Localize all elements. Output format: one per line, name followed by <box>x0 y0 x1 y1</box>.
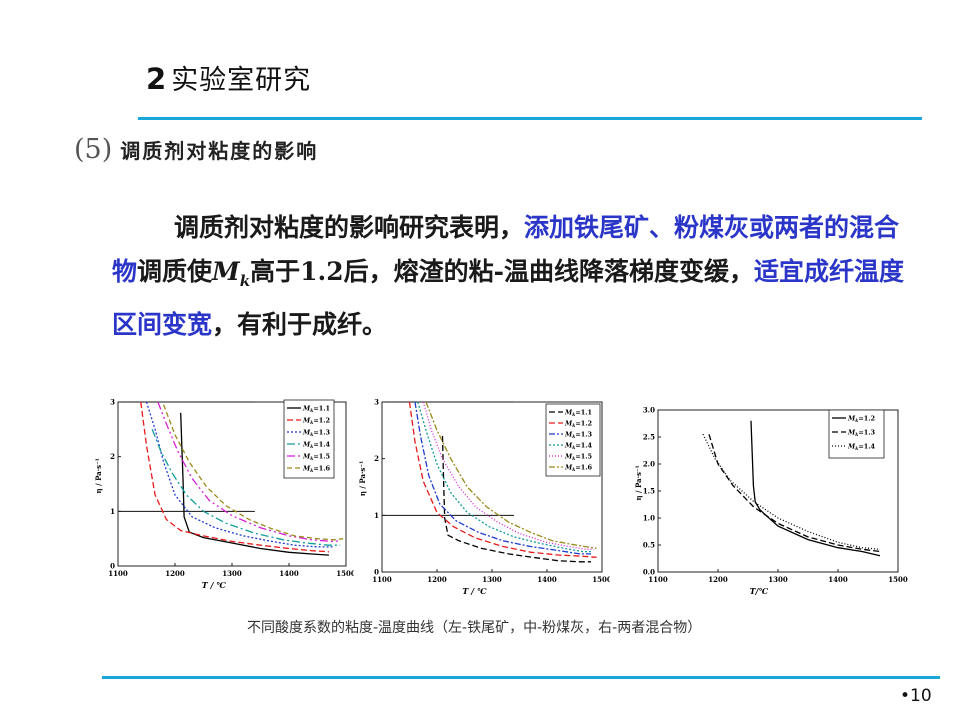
para-highlight-1: 添加铁尾矿、粉煤灰或两者的混合物 <box>112 213 900 286</box>
x-tick-label: 1200 <box>165 569 185 578</box>
y-tick-label: 2.5 <box>643 433 655 442</box>
legend-label: Mk=1.5 <box>302 453 331 463</box>
legend-label: Mk=1.2 <box>302 417 330 427</box>
chart-right-svg: 1100 1200 1300 1400 1500 0.0 0.5 1.0 1.5 2.0 2.5 3.… <box>634 406 908 597</box>
y-tick-label: 1 <box>110 507 115 516</box>
legend-label: Mk=1.6 <box>564 464 593 474</box>
series-line <box>408 401 597 558</box>
legend-label: Mk=1.4 <box>302 441 331 451</box>
y-tick-label: 1 <box>374 511 379 520</box>
legend-label: Mk=1.5 <box>564 453 593 463</box>
title-divider <box>138 117 922 120</box>
y-axis-label: η / Pa·s⁻¹ <box>94 458 103 493</box>
y-axis-label: η / Pa·s⁻¹ <box>634 465 643 500</box>
y-tick-label: 3 <box>110 398 115 407</box>
legend-label: Mk=1.2 <box>564 420 592 430</box>
y-tick-label: 3 <box>374 398 379 407</box>
series-line <box>441 435 591 563</box>
legend-label: Mk=1.3 <box>847 429 876 439</box>
series-line <box>162 404 344 541</box>
legend-label: Mk=1.1 <box>302 405 330 415</box>
mk-main: M <box>212 257 240 286</box>
x-axis-label: T / ℃ <box>462 586 486 596</box>
legend-label: Mk=1.2 <box>847 415 875 425</box>
legend-box <box>545 403 601 477</box>
figure-caption: 不同酸度系数的粘度-温度曲线（左-铁尾矿，中-粉煤灰，右-两者混合物） <box>247 620 702 636</box>
x-tick-label: 1500 <box>336 569 354 578</box>
x-tick-label: 1100 <box>648 575 668 584</box>
series-line <box>151 429 341 546</box>
para-part-6: ，有利于成纤。 <box>212 310 388 339</box>
page-number: •10 <box>900 686 932 706</box>
y-tick-label: 0 <box>374 568 379 577</box>
y-tick-label: 1.5 <box>643 487 655 496</box>
legend-label: Mk=1.1 <box>564 409 592 419</box>
chart-middle-svg: 1100 1200 1300 1400 1500 0 1 2 3 T / ℃ η / Pa·s⁻¹ M… <box>358 398 610 597</box>
x-tick-label: 1500 <box>888 575 908 584</box>
x-tick-label: 1400 <box>537 575 557 584</box>
y-tick-label: 2 <box>110 452 115 461</box>
y-tick-label: 0 <box>110 562 115 571</box>
x-tick-label: 1300 <box>482 575 502 584</box>
x-tick-label: 1100 <box>372 575 392 584</box>
legend-label: Mk=1.3 <box>564 431 593 441</box>
x-tick-label: 1400 <box>279 569 299 578</box>
series-line <box>414 401 591 555</box>
chart-right: 1100 1200 1300 1400 1500 0.0 0.5 1.0 1.5 2.0 2.5 3.… <box>624 400 912 600</box>
chart-left: 1100 1200 1300 1400 1500 0 1 2 3 T / ℃ η / Pa·s⁻¹ M… <box>86 392 354 600</box>
legend-label: Mk=1.4 <box>847 443 876 453</box>
body-paragraph: 调质剂对粘度的影响研究表明，添加铁尾矿、粉煤灰或两者的混合物调质使Mk高于1.2… <box>112 206 912 347</box>
mk-symbol: Mk <box>212 257 250 290</box>
y-tick-label: 1.0 <box>643 514 655 523</box>
y-axis-label: η / Pa·s⁻¹ <box>358 461 367 496</box>
series-line <box>750 420 881 557</box>
subheading: (5) 调质剂对粘度的影响 <box>74 134 318 165</box>
footer-divider <box>102 676 940 679</box>
slide-title: 2 实验室研究 <box>146 58 311 97</box>
chart-left-svg: 1100 1200 1300 1400 1500 0 1 2 3 T / ℃ η / Pa·s⁻¹ M… <box>94 398 354 591</box>
legend-label: Mk=1.6 <box>302 465 331 475</box>
chart-middle: 1100 1200 1300 1400 1500 0 1 2 3 T / ℃ η / Pa·s⁻¹ M… <box>356 396 610 596</box>
legend-label: Mk=1.4 <box>564 442 593 452</box>
para-part-4: 高于1.2后，熔渣的粘-温曲线降落梯度变缓， <box>250 257 754 286</box>
y-tick-label: 3.0 <box>643 406 655 415</box>
y-tick-label: 2 <box>374 454 379 463</box>
subheading-text: 调质剂对粘度的影响 <box>120 139 319 163</box>
y-tick-label: 0.5 <box>643 541 655 550</box>
title-text: 实验室研究 <box>171 65 312 96</box>
x-tick-label: 1500 <box>592 575 610 584</box>
series-line <box>417 401 591 553</box>
y-tick-label: 0.0 <box>643 568 655 577</box>
x-tick-label: 1200 <box>708 575 728 584</box>
x-tick-label: 1400 <box>828 575 848 584</box>
x-axis-label: T/℃ <box>750 586 769 596</box>
x-tick-label: 1100 <box>108 569 128 578</box>
series-line <box>140 401 329 553</box>
x-tick-label: 1200 <box>427 575 447 584</box>
subheading-index: (5) <box>74 134 113 165</box>
para-part-3: 调质使 <box>137 257 213 286</box>
series-line <box>180 412 329 556</box>
x-tick-label: 1300 <box>768 575 788 584</box>
legend-box <box>283 399 335 479</box>
x-tick-label: 1300 <box>222 569 242 578</box>
y-tick-label: 2.0 <box>643 460 655 469</box>
section-number: 2 <box>146 62 168 96</box>
para-highlight-2: 适宜成纤温度区间变宽 <box>112 257 905 339</box>
x-axis-label: T / ℃ <box>202 580 226 590</box>
series-line <box>157 401 341 543</box>
series-line <box>702 434 881 550</box>
mk-sub: k <box>239 272 251 290</box>
series-line <box>425 401 597 549</box>
para-part-1: 调质剂对粘度的影响研究表明， <box>174 213 525 242</box>
legend-label: Mk=1.3 <box>302 429 331 439</box>
